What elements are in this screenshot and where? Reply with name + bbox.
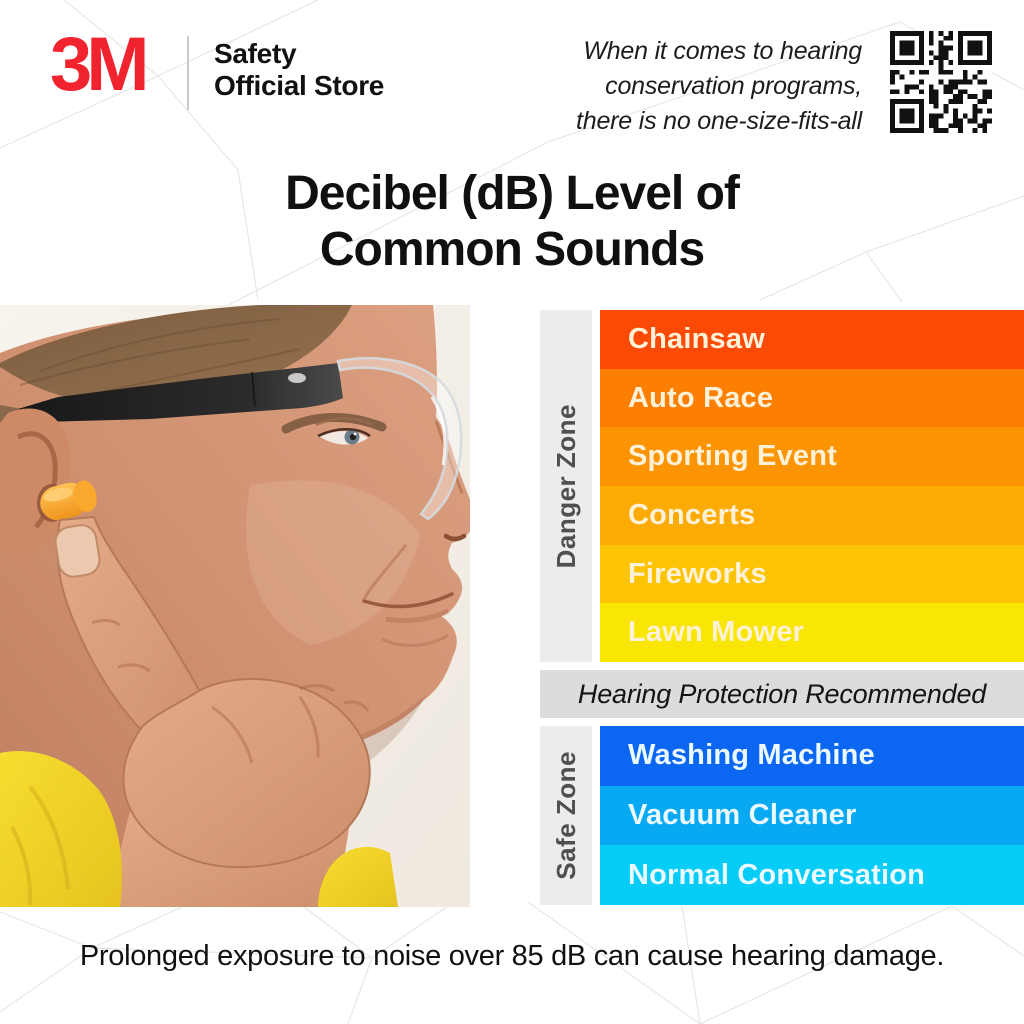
bar-label: Auto Race [628, 381, 774, 414]
fingernail [54, 524, 101, 578]
page-title-line1: Decibel (dB) Level of [285, 167, 740, 220]
temple-highlight [288, 373, 306, 383]
safety-glasses-temple [18, 363, 343, 422]
shirt-right [318, 846, 398, 907]
shirt-folds [10, 785, 70, 906]
nose-bridge-shadow [434, 420, 464, 494]
safety-glasses-lens [336, 357, 463, 521]
bar-label: Sporting Event [628, 440, 838, 473]
safe-zone-block: Safe Zone Washing Machine Vacuum Cleaner… [540, 726, 1024, 906]
safe-zone-label: Safe Zone [550, 751, 581, 880]
pupil [349, 433, 357, 441]
fist [122, 678, 371, 869]
hearing-conservation-tagline: When it comes to hearing conservation pr… [576, 34, 862, 139]
lower-lip-shade [385, 608, 450, 624]
temple-hinge-line [251, 371, 256, 408]
lens-reflection [430, 396, 447, 466]
upper-lash-line [317, 428, 371, 438]
bar-label: Lawn Mower [628, 616, 805, 649]
face-profile [0, 305, 470, 907]
brand-logo-3m: 3M [50, 22, 150, 107]
finger-creases [91, 618, 151, 673]
bar-label: Concerts [628, 498, 756, 531]
eyelid-crease [315, 417, 373, 427]
danger-zone-label: Danger Zone [550, 403, 581, 569]
hair [0, 305, 352, 404]
tagline-line1: When it comes to hearing [583, 37, 862, 65]
bar-concerts: Concerts [600, 486, 1024, 545]
knuckle-lines [211, 684, 370, 764]
bar-label: Chainsaw [628, 322, 765, 355]
bar-label: Vacuum Cleaner [628, 799, 857, 831]
tagline-line3: there is no one-size-fits-all [576, 107, 862, 135]
safe-zone-bars: Washing Machine Vacuum Cleaner Normal Co… [600, 726, 1024, 906]
bar-label: Normal Conversation [628, 858, 926, 891]
danger-zone-column: Danger Zone [540, 310, 592, 662]
store-name: Safety Official Store [214, 38, 384, 102]
danger-zone-block: Danger Zone Chainsaw Auto Race Sporting … [540, 310, 1024, 663]
earplug-photo-illustration [0, 305, 470, 907]
hearing-protection-band-label: Hearing Protection Recommended [577, 678, 987, 709]
eye-highlight [353, 432, 357, 436]
header-divider [187, 36, 189, 110]
bar-fireworks: Fireworks [600, 544, 1024, 604]
nostril [443, 533, 467, 542]
warning-caption: Prolonged exposure to noise over 85 dB c… [79, 940, 945, 972]
bar-chainsaw: Chainsaw [600, 310, 1024, 369]
store-name-line2: Official Store [214, 70, 385, 101]
page-title-line2: Common Sounds [319, 223, 705, 276]
bar-vacuum-cleaner: Vacuum Cleaner [600, 785, 1024, 846]
lip-line [362, 592, 454, 609]
orange-foam-earplug [40, 480, 97, 521]
danger-zone-bars: Chainsaw Auto Race Sporting Event Concer… [600, 310, 1024, 663]
bar-normal-conversation: Normal Conversation [600, 845, 1024, 906]
bar-lawn-mower: Lawn Mower [600, 603, 1024, 663]
bar-washing-machine: Washing Machine [600, 726, 1024, 786]
safe-zone-column: Safe Zone [540, 726, 592, 905]
bar-auto-race: Auto Race [600, 368, 1024, 428]
decibel-chart: Danger Zone Chainsaw Auto Race Sporting … [540, 310, 1024, 907]
tagline-line2: conservation programs, [605, 72, 862, 100]
store-name-line1: Safety [214, 38, 297, 69]
page-title: Decibel (dB) Level of Common Sounds [0, 166, 1024, 278]
qr-code-icon [890, 31, 992, 133]
bar-label: Washing Machine [628, 739, 875, 772]
hearing-protection-band: Hearing Protection Recommended [540, 670, 1024, 718]
photo-man-inserting-earplug [0, 305, 470, 907]
bar-sporting-event: Sporting Event [600, 427, 1024, 487]
bar-label: Fireworks [628, 557, 767, 590]
chin-crease [381, 633, 449, 647]
nasolabial-crease [362, 544, 408, 600]
